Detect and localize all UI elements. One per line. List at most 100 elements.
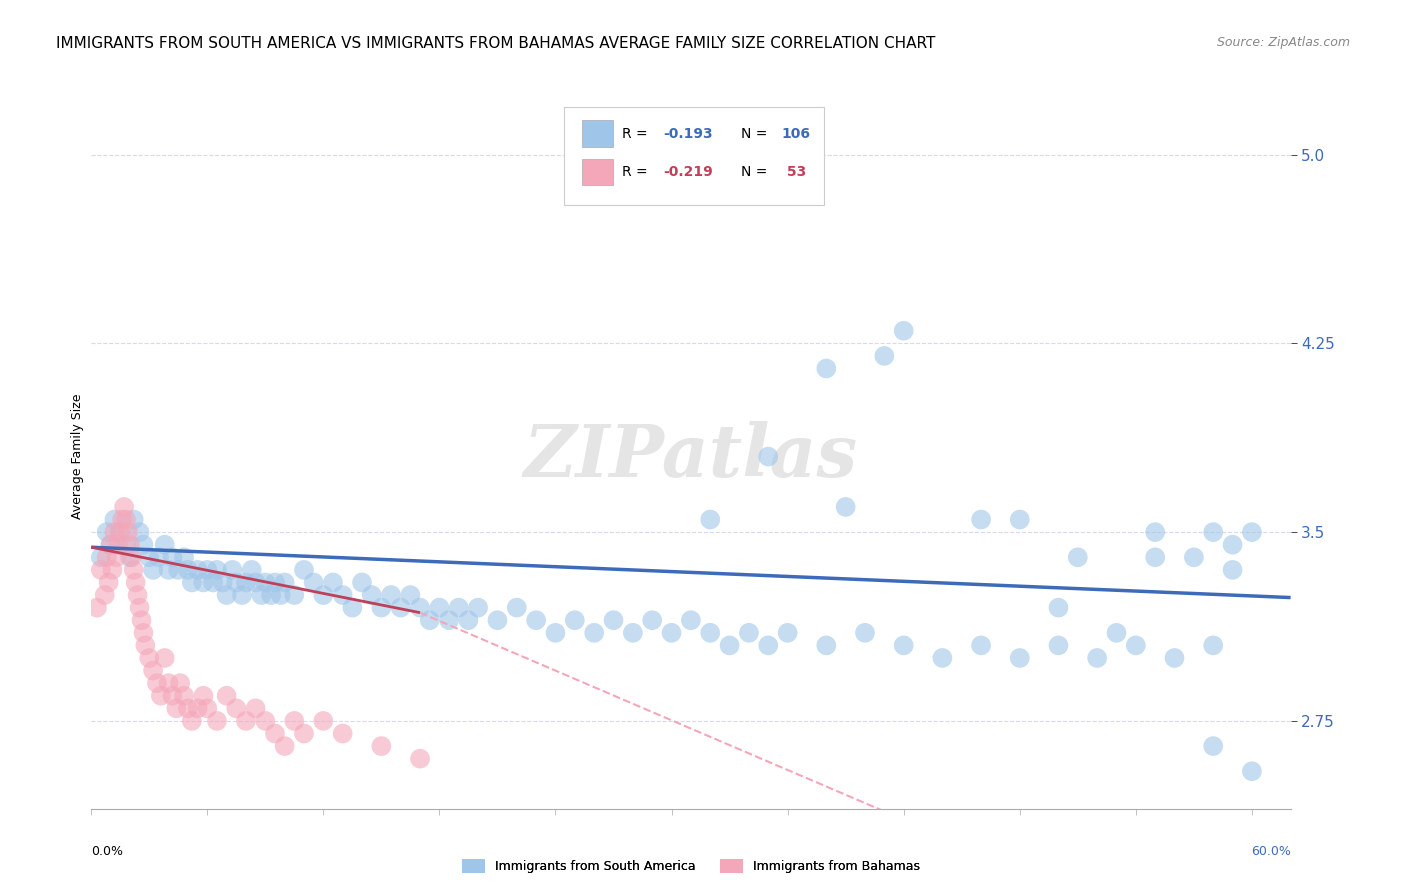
Point bbox=[1008, 512, 1031, 526]
Point bbox=[1163, 651, 1185, 665]
Point bbox=[1182, 550, 1205, 565]
Point bbox=[124, 575, 146, 590]
Point bbox=[215, 689, 238, 703]
Point bbox=[467, 600, 489, 615]
Point bbox=[245, 701, 267, 715]
Point bbox=[718, 639, 741, 653]
Point bbox=[90, 563, 112, 577]
Point bbox=[661, 625, 683, 640]
Point bbox=[621, 625, 644, 640]
Point bbox=[108, 525, 131, 540]
Point bbox=[564, 613, 586, 627]
Point bbox=[115, 512, 138, 526]
Point bbox=[332, 726, 354, 740]
Point bbox=[437, 613, 460, 627]
Point bbox=[122, 512, 145, 526]
Point bbox=[1047, 600, 1070, 615]
Point bbox=[370, 600, 392, 615]
Point bbox=[162, 689, 184, 703]
Point bbox=[235, 575, 257, 590]
Point bbox=[312, 714, 335, 728]
Text: R =: R = bbox=[621, 127, 651, 141]
Point bbox=[115, 538, 138, 552]
Text: 60.0%: 60.0% bbox=[1251, 845, 1291, 858]
Point bbox=[205, 714, 228, 728]
Point bbox=[815, 361, 838, 376]
Point bbox=[699, 512, 721, 526]
Point bbox=[153, 651, 176, 665]
Text: 106: 106 bbox=[782, 127, 811, 141]
Point bbox=[273, 575, 295, 590]
Point bbox=[931, 651, 953, 665]
Point bbox=[132, 625, 155, 640]
Text: ZIPatlas: ZIPatlas bbox=[524, 421, 858, 492]
Point bbox=[302, 575, 325, 590]
Point bbox=[162, 550, 184, 565]
Point bbox=[292, 726, 315, 740]
Point bbox=[776, 625, 799, 640]
Point bbox=[100, 538, 122, 552]
Point bbox=[138, 651, 160, 665]
Point bbox=[177, 563, 200, 577]
Point bbox=[231, 588, 253, 602]
Point bbox=[235, 714, 257, 728]
Point bbox=[157, 676, 180, 690]
Point bbox=[641, 613, 664, 627]
Point bbox=[544, 625, 567, 640]
Point bbox=[380, 588, 402, 602]
Point bbox=[486, 613, 509, 627]
Text: N =: N = bbox=[741, 127, 772, 141]
Point bbox=[342, 600, 364, 615]
Point bbox=[1008, 651, 1031, 665]
Point bbox=[1202, 639, 1225, 653]
Point bbox=[399, 588, 422, 602]
Point bbox=[1085, 651, 1108, 665]
Point bbox=[205, 563, 228, 577]
Point bbox=[107, 538, 129, 552]
Point bbox=[142, 563, 165, 577]
Point bbox=[273, 739, 295, 753]
Point bbox=[853, 625, 876, 640]
Point bbox=[86, 600, 108, 615]
Point bbox=[187, 701, 209, 715]
Point bbox=[118, 550, 141, 565]
Point bbox=[211, 575, 233, 590]
Point bbox=[738, 625, 761, 640]
Point bbox=[264, 575, 287, 590]
Point bbox=[96, 550, 118, 565]
Point bbox=[524, 613, 547, 627]
Point bbox=[1067, 550, 1090, 565]
Point bbox=[173, 689, 195, 703]
Point bbox=[180, 575, 202, 590]
Point bbox=[173, 550, 195, 565]
Point bbox=[157, 563, 180, 577]
Point bbox=[834, 500, 856, 514]
Point bbox=[970, 512, 993, 526]
Point bbox=[1144, 550, 1167, 565]
Point bbox=[165, 701, 187, 715]
Legend: Immigrants from South America, Immigrants from Bahamas: Immigrants from South America, Immigrant… bbox=[463, 859, 920, 873]
Point bbox=[153, 538, 176, 552]
Point bbox=[215, 588, 238, 602]
Point bbox=[111, 512, 134, 526]
Text: -0.193: -0.193 bbox=[664, 127, 713, 141]
Point bbox=[131, 613, 153, 627]
Point bbox=[195, 701, 218, 715]
Point bbox=[1222, 538, 1244, 552]
Point bbox=[370, 739, 392, 753]
Text: Source: ZipAtlas.com: Source: ZipAtlas.com bbox=[1216, 36, 1350, 49]
Point bbox=[1240, 525, 1263, 540]
Point bbox=[225, 575, 247, 590]
Point bbox=[240, 563, 263, 577]
Point bbox=[250, 588, 273, 602]
Point bbox=[90, 550, 112, 565]
Point bbox=[447, 600, 470, 615]
Point bbox=[105, 550, 128, 565]
Point bbox=[245, 575, 267, 590]
Point bbox=[195, 563, 218, 577]
Point bbox=[108, 525, 131, 540]
Point bbox=[1202, 525, 1225, 540]
Point bbox=[873, 349, 896, 363]
Text: IMMIGRANTS FROM SOUTH AMERICA VS IMMIGRANTS FROM BAHAMAS AVERAGE FAMILY SIZE COR: IMMIGRANTS FROM SOUTH AMERICA VS IMMIGRA… bbox=[56, 36, 935, 51]
Point bbox=[167, 563, 190, 577]
